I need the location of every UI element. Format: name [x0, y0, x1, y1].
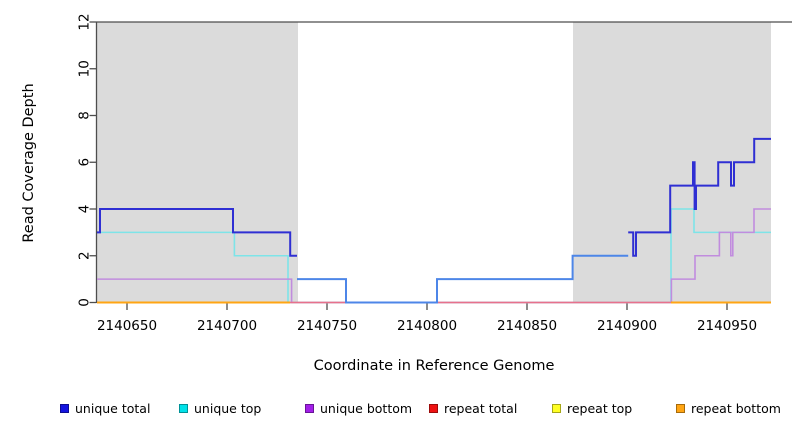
x-tick-label: 2140800: [397, 318, 457, 334]
x-tick-label: 2140950: [697, 318, 757, 334]
x-axis-title: Coordinate in Reference Genome: [313, 358, 555, 374]
repeat-region-shading: [97, 22, 298, 303]
y-tick-label: 10: [77, 60, 93, 77]
y-tick-label: 4: [77, 205, 93, 214]
x-tick-label: 2140850: [497, 318, 557, 334]
x-tick-label: 2140750: [297, 318, 357, 334]
x-tick-label: 2140650: [97, 318, 157, 334]
y-tick-label: 8: [77, 111, 93, 120]
x-tick-label: 2140900: [597, 318, 657, 334]
x-tick-label: 2140700: [197, 318, 257, 334]
y-tick-label: 2: [77, 251, 93, 260]
y-tick-label: 12: [77, 13, 93, 30]
series-unique-total: [97, 137, 771, 304]
y-tick-label: 6: [77, 158, 93, 167]
y-tick-label: 0: [77, 298, 93, 307]
y-axis-title: Read Coverage Depth: [21, 83, 37, 243]
